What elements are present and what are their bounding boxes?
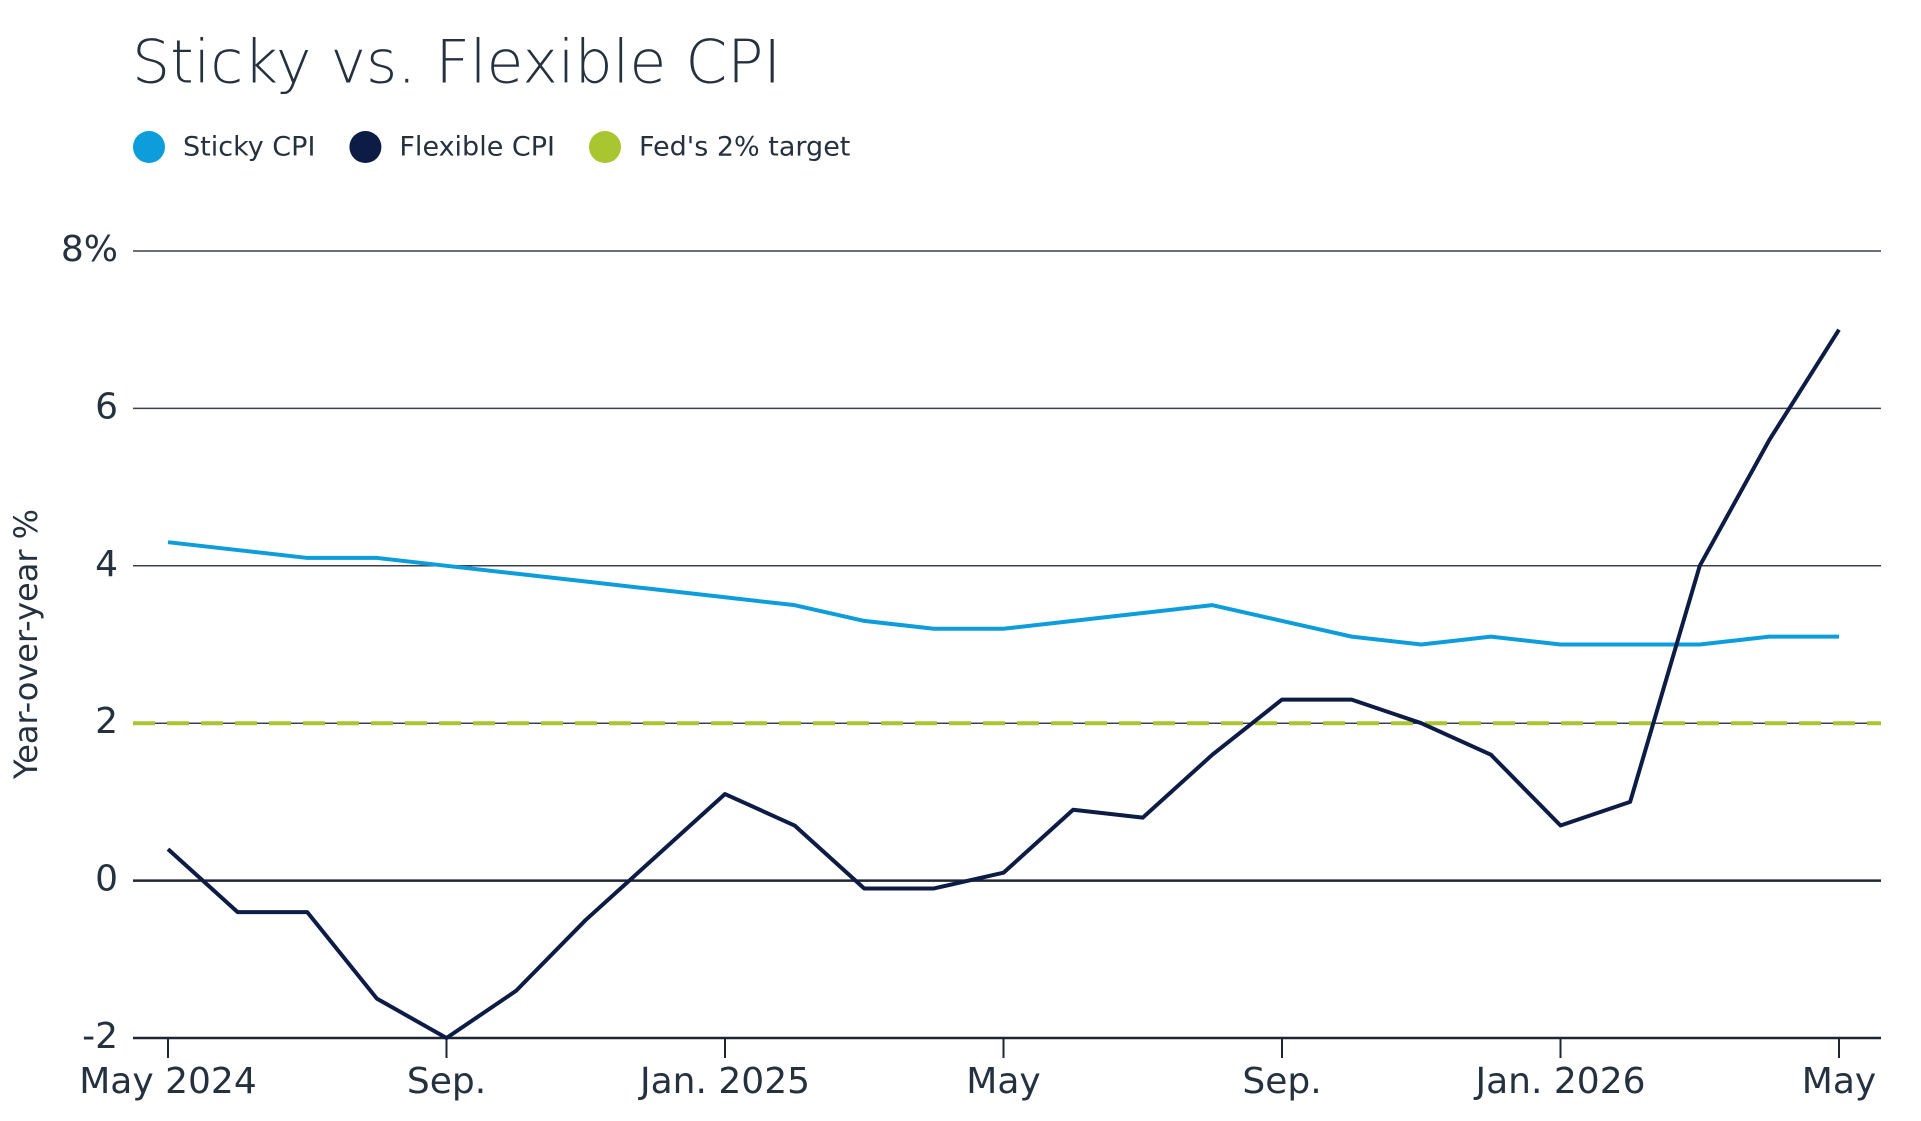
x-tick-label: May (966, 1061, 1040, 1102)
x-tick-label: May (1802, 1061, 1876, 1102)
series-line (167, 540, 1839, 647)
legend-marker (589, 131, 621, 163)
x-tick-label: Jan. 2025 (638, 1061, 810, 1102)
legend-marker (349, 131, 382, 163)
y-tick-label: 0 (95, 859, 118, 900)
x-tick-label: Sep. (1242, 1061, 1321, 1102)
y-tick-label: -2 (82, 1016, 118, 1057)
y-tick-label: 6 (95, 386, 118, 427)
y-tick-label: 4 (95, 544, 118, 585)
x-tick-label: May 2024 (79, 1061, 257, 1102)
legend-label: Flexible CPI (399, 132, 555, 163)
legend-marker (133, 131, 165, 163)
x-tick-label: Sep. (407, 1061, 486, 1102)
x-tick-label: Jan. 2026 (1474, 1061, 1646, 1102)
series-line (166, 328, 1841, 1040)
y-axis-label: Year-over-year % (7, 509, 45, 780)
y-tick-label: 2 (95, 701, 118, 742)
chart-title: Sticky vs. Flexible CPI (132, 28, 781, 98)
y-tick-label: 8% (61, 229, 118, 270)
legend-label: Fed's 2% target (639, 132, 850, 163)
legend-label: Sticky CPI (183, 132, 315, 163)
